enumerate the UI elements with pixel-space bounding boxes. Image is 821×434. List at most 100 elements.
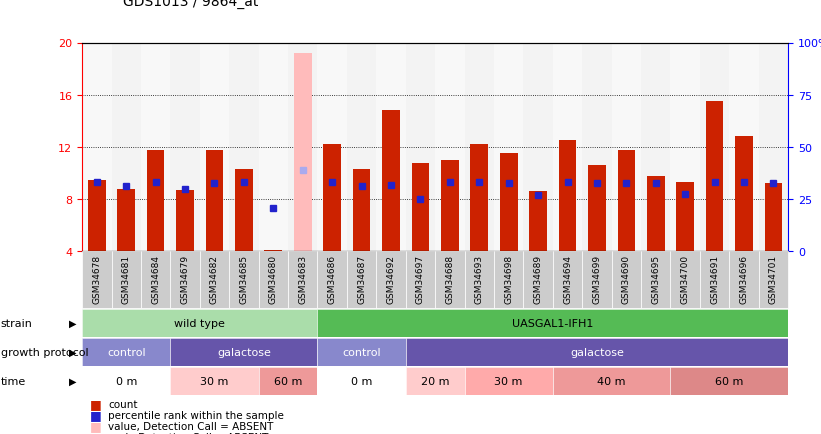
Text: ▶: ▶ [68, 347, 76, 357]
Text: wild type: wild type [174, 318, 225, 328]
Text: GSM34683: GSM34683 [298, 254, 307, 303]
Text: UASGAL1-IFH1: UASGAL1-IFH1 [512, 318, 594, 328]
FancyBboxPatch shape [141, 252, 171, 308]
Text: 0 m: 0 m [351, 376, 372, 386]
Text: GSM34681: GSM34681 [122, 254, 131, 303]
Text: 60 m: 60 m [715, 376, 744, 386]
Bar [494, 43, 524, 252]
Text: GSM34696: GSM34696 [740, 254, 749, 303]
Bar [435, 43, 465, 252]
Bar [465, 43, 494, 252]
Text: GSM34688: GSM34688 [445, 254, 454, 303]
FancyBboxPatch shape [288, 252, 318, 308]
Text: time: time [1, 376, 26, 386]
Text: GSM34700: GSM34700 [681, 254, 690, 303]
Bar [588, 166, 606, 252]
Bar [288, 43, 318, 252]
Bar [530, 192, 547, 252]
Bar [323, 145, 341, 252]
FancyBboxPatch shape [671, 252, 700, 308]
Text: GSM34687: GSM34687 [357, 254, 366, 303]
Bar [641, 43, 671, 252]
Bar [582, 43, 612, 252]
Text: count: count [108, 399, 138, 409]
Text: GSM34691: GSM34691 [710, 254, 719, 303]
Text: GSM34694: GSM34694 [563, 254, 572, 303]
FancyBboxPatch shape [729, 252, 759, 308]
Text: GSM34686: GSM34686 [328, 254, 337, 303]
Text: GDS1013 / 9864_at: GDS1013 / 9864_at [123, 0, 259, 9]
Text: 30 m: 30 m [200, 376, 229, 386]
Text: strain: strain [1, 318, 33, 328]
Bar [764, 184, 782, 252]
Text: GSM34692: GSM34692 [387, 254, 396, 303]
FancyBboxPatch shape [582, 252, 612, 308]
FancyBboxPatch shape [524, 252, 553, 308]
Text: GSM34693: GSM34693 [475, 254, 484, 303]
Text: GSM34680: GSM34680 [268, 254, 277, 303]
Text: 20 m: 20 m [421, 376, 449, 386]
Bar [441, 161, 459, 252]
Text: GSM34695: GSM34695 [651, 254, 660, 303]
Bar [82, 43, 112, 252]
FancyBboxPatch shape [82, 252, 112, 308]
Text: GSM34678: GSM34678 [92, 254, 101, 303]
Bar [200, 43, 229, 252]
Bar [117, 189, 135, 252]
FancyBboxPatch shape [612, 252, 641, 308]
FancyBboxPatch shape [641, 252, 671, 308]
Text: ■: ■ [90, 419, 102, 432]
FancyBboxPatch shape [759, 252, 788, 308]
Text: GSM34679: GSM34679 [181, 254, 190, 303]
Bar [647, 176, 665, 252]
Text: 30 m: 30 m [494, 376, 523, 386]
FancyBboxPatch shape [200, 252, 229, 308]
Bar [383, 111, 400, 252]
Text: 0 m: 0 m [116, 376, 137, 386]
Bar [524, 43, 553, 252]
Bar [259, 43, 288, 252]
Text: control: control [107, 347, 145, 357]
Bar [558, 141, 576, 252]
Text: GSM34689: GSM34689 [534, 254, 543, 303]
Text: GSM34682: GSM34682 [210, 254, 219, 303]
Bar [736, 137, 753, 252]
Bar [677, 183, 694, 252]
Bar [294, 54, 312, 252]
Text: galactose: galactose [217, 347, 271, 357]
Text: GSM34699: GSM34699 [593, 254, 602, 303]
FancyBboxPatch shape [112, 252, 141, 308]
FancyBboxPatch shape [494, 252, 524, 308]
Bar [177, 191, 194, 252]
Bar [706, 102, 723, 252]
Text: 40 m: 40 m [598, 376, 626, 386]
FancyBboxPatch shape [700, 252, 729, 308]
Text: ■: ■ [90, 398, 102, 411]
Text: ■: ■ [90, 408, 102, 421]
Text: GSM34684: GSM34684 [151, 254, 160, 303]
Bar [617, 150, 635, 252]
Text: GSM34697: GSM34697 [416, 254, 425, 303]
Bar [500, 154, 517, 252]
Bar [347, 43, 376, 252]
Bar [264, 250, 282, 252]
Bar [553, 43, 582, 252]
Bar [406, 43, 435, 252]
Text: galactose: galactose [570, 347, 624, 357]
Text: GSM34701: GSM34701 [769, 254, 778, 303]
Bar [171, 43, 200, 252]
Bar [235, 170, 253, 252]
Bar [729, 43, 759, 252]
FancyBboxPatch shape [435, 252, 465, 308]
Text: ■: ■ [90, 430, 102, 434]
FancyBboxPatch shape [347, 252, 376, 308]
Bar [206, 150, 223, 252]
Text: value, Detection Call = ABSENT: value, Detection Call = ABSENT [108, 421, 273, 431]
Text: GSM34698: GSM34698 [504, 254, 513, 303]
Text: control: control [342, 347, 381, 357]
FancyBboxPatch shape [259, 252, 288, 308]
Text: rank, Detection Call = ABSENT: rank, Detection Call = ABSENT [108, 432, 268, 434]
Text: GSM34690: GSM34690 [621, 254, 631, 303]
Bar [411, 163, 429, 252]
Text: percentile rank within the sample: percentile rank within the sample [108, 410, 284, 420]
